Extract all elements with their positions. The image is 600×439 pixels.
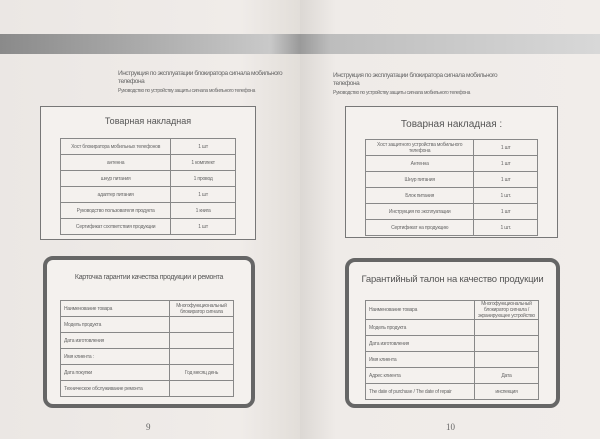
left-warranty-table: Наименование товара Многофункциональный б… xyxy=(60,300,235,397)
header-subtitle: Руководство по устройству защиты сигнала… xyxy=(333,90,471,96)
table-row: Руководство пользователя продукта 1 книга xyxy=(59,202,236,219)
item-value: 1 шт. xyxy=(473,219,538,236)
header-bar xyxy=(0,34,600,54)
table-row: шнур питания 1 провод xyxy=(59,170,236,187)
item-value: 1 шт xyxy=(170,218,236,235)
item-label: The date of purchase / The date of repai… xyxy=(365,383,475,400)
item-label: Дата изготовления xyxy=(60,332,170,349)
item-label: Шнур питания xyxy=(364,171,475,188)
item-value: 1 шт xyxy=(170,138,236,155)
header-title: Инструкция по эксплуатации блокиратора с… xyxy=(333,72,498,87)
item-value: Многофункциональный блокиратор сигнала /… xyxy=(473,300,540,320)
item-label: Хост блокиратора мобильных телефонов xyxy=(59,138,172,155)
item-label: адаптер питания xyxy=(59,186,172,203)
item-label: Инструкция по эксплуатации xyxy=(364,203,475,220)
item-label: Адрес клиента xyxy=(365,367,475,384)
left-invoice-table: Хост блокиратора мобильных телефонов 1 шт… xyxy=(59,138,236,235)
right-invoice-table: Хост защитного устройства мобильного тел… xyxy=(364,139,538,236)
warranty-title: Карточка гарантии качества продукции и р… xyxy=(74,274,224,281)
table-row: Наименование товара Многофункциональный б… xyxy=(60,300,235,317)
item-value: 1 комплект xyxy=(170,154,236,171)
table-row: антенна 1 комплект xyxy=(59,154,236,171)
table-row: Сертификат соответствия продукции 1 шт xyxy=(59,218,236,235)
item-label: Сертификат на продукцию xyxy=(364,219,475,236)
table-row: Дата изготовления xyxy=(365,335,540,352)
item-value: 1 провод xyxy=(170,170,236,187)
item-label: Руководство пользователя продукта xyxy=(59,202,172,219)
table-row: Блок питания 1 шт. xyxy=(364,187,538,204)
item-value: 1 шт xyxy=(473,155,538,172)
table-row: Инструкция по эксплуатации 1 шт xyxy=(364,203,538,220)
table-row: Сертификат на продукцию 1 шт. xyxy=(364,219,538,236)
table-row: Имя клиента : xyxy=(60,348,235,365)
table-row: Адрес клиента Дата xyxy=(365,367,540,384)
item-value: инспекция xyxy=(473,383,540,400)
item-label: Дата изготовления xyxy=(365,335,475,352)
table-row: Наименование товара Многофункциональный б… xyxy=(365,300,540,320)
item-label: Сертификат соответствия продукции xyxy=(59,218,172,235)
item-value: 1 шт xyxy=(473,139,538,156)
item-label: Имя клиента xyxy=(365,351,475,368)
table-row: Шнур питания 1 шт xyxy=(364,171,538,188)
item-value: 1 шт xyxy=(473,203,538,220)
table-row: Модель продукта xyxy=(365,319,540,336)
table-row: Хост блокиратора мобильных телефонов 1 шт xyxy=(59,138,236,155)
item-label: Техническое обслуживание ремонта xyxy=(60,380,170,397)
table-row: Техническое обслуживание ремонта xyxy=(60,380,235,397)
header-subtitle: Руководство по устройству защиты сигнала… xyxy=(118,88,256,94)
item-label: Модель продукта xyxy=(365,319,475,336)
table-row: Имя клиента xyxy=(365,351,540,368)
item-value xyxy=(473,351,540,368)
item-label: Антенна xyxy=(364,155,475,172)
item-label: Блок питания xyxy=(364,187,475,204)
item-label: Модель продукта xyxy=(60,316,170,333)
item-label: шнур питания xyxy=(59,170,172,187)
item-label: антенна xyxy=(59,154,172,171)
table-row: The date of purchase / The date of repai… xyxy=(365,383,540,400)
table-row: Антенна 1 шт xyxy=(364,155,538,172)
right-warranty-table: Наименование товара Многофункциональный б… xyxy=(365,300,540,400)
table-row: адаптер питания 1 шт xyxy=(59,186,236,203)
item-value: 1 шт xyxy=(170,186,236,203)
item-value: 1 книга xyxy=(170,202,236,219)
item-value xyxy=(473,335,540,352)
item-label: Имя клиента : xyxy=(60,348,170,365)
warranty-title: Гарантийный талон на качество продукции xyxy=(361,274,544,285)
item-label: Хост защитного устройства мобильного тел… xyxy=(364,139,475,156)
invoice-title: Товарная накладная : xyxy=(400,119,503,130)
item-value xyxy=(473,319,540,336)
invoice-title: Товарная накладная xyxy=(104,116,192,126)
item-value: 1 шт xyxy=(473,171,538,188)
table-row: Модель продукта xyxy=(60,316,235,333)
table-row: Дата покупки Год месяц день xyxy=(60,364,235,381)
table-row: Дата изготовления xyxy=(60,332,235,349)
item-value xyxy=(168,316,235,333)
item-value: 1 шт. xyxy=(473,187,538,204)
item-label: Наименование товара xyxy=(365,300,475,320)
item-value xyxy=(168,348,235,365)
item-value: Год месяц день xyxy=(168,364,235,381)
page-number: 10 xyxy=(446,422,455,432)
right-header: Инструкция по эксплуатации блокиратора с… xyxy=(333,72,508,96)
table-row: Хост защитного устройства мобильного тел… xyxy=(364,139,538,156)
page-number: 9 xyxy=(146,422,151,432)
left-header: Инструкция по эксплуатации блокиратора с… xyxy=(118,70,293,94)
item-label: Наименование товара xyxy=(60,300,170,317)
item-label: Дата покупки xyxy=(60,364,170,381)
item-value xyxy=(168,332,235,349)
item-value xyxy=(168,380,235,397)
item-value: Дата xyxy=(473,367,540,384)
item-value: Многофункциональный блокиратор сигнала xyxy=(168,300,235,317)
header-title: Инструкция по эксплуатации блокиратора с… xyxy=(118,70,283,85)
